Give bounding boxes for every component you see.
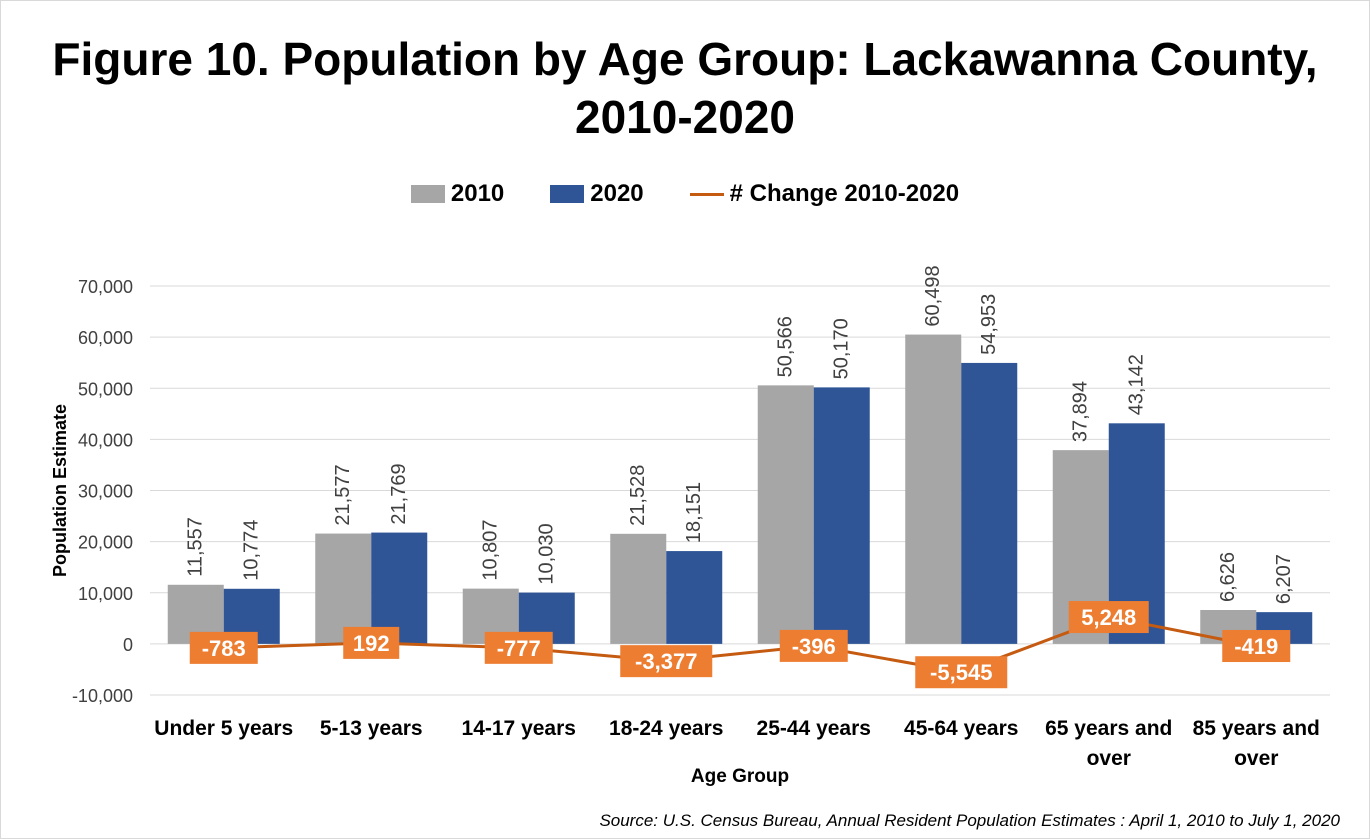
change-label: 192	[353, 631, 390, 656]
source-note: Source: U.S. Census Bureau, Annual Resid…	[599, 811, 1340, 830]
x-tick-label: 18-24 years	[609, 717, 723, 740]
y-tick-label: -10,000	[72, 686, 133, 706]
bar-label-2020: 10,774	[241, 520, 263, 581]
y-tick-label: 20,000	[78, 533, 133, 553]
x-tick-label: over	[1234, 747, 1278, 770]
legend-swatch-change	[689, 192, 724, 196]
bar-label-2010: 11,557	[185, 517, 207, 577]
bar-2020	[961, 362, 1018, 644]
x-axis-title: Age Group	[691, 766, 789, 787]
y-tick-label: 60,000	[78, 328, 133, 348]
change-label: 5,248	[1081, 605, 1136, 630]
change-label-box	[779, 629, 848, 662]
legend-swatch-2010	[410, 185, 445, 203]
bar-2020	[371, 532, 428, 644]
legend-label-2010: 2010	[450, 180, 505, 207]
bar-label-2010: 6,626	[1217, 552, 1239, 602]
x-tick-label: 45-64 years	[904, 717, 1018, 740]
bar-label-2010: 21,577	[332, 464, 354, 525]
change-label: -783	[202, 636, 246, 661]
change-label: -419	[1234, 634, 1278, 659]
y-tick-label: 50,000	[78, 379, 133, 399]
x-tick-label: 65 years and	[1045, 717, 1172, 740]
chart-title: Figure 10. Population by Age Group: Lack…	[52, 33, 1318, 143]
change-label: -777	[497, 636, 541, 661]
x-tick-label: over	[1087, 747, 1131, 770]
legend-item-2020: 2020	[550, 180, 644, 208]
legend-label-change: # Change 2010-2020	[729, 180, 960, 207]
legend-item-change: # Change 2010-2020	[689, 180, 960, 208]
bar-label-2020: 43,142	[1126, 354, 1148, 415]
change-label-box	[620, 645, 713, 678]
bar-2020	[666, 551, 723, 644]
legend-label-2020: 2020	[590, 180, 644, 207]
y-tick-label: 30,000	[78, 482, 133, 502]
bar-2020	[813, 387, 870, 644]
x-tick-label: 25-44 years	[757, 717, 871, 740]
x-tick-label: 5-13 years	[320, 717, 423, 740]
change-label-box	[1068, 601, 1149, 634]
chart-legend: 2010 2020 # Change 2010-2020	[0, 177, 1370, 211]
bar-label-2010: 21,528	[627, 465, 649, 526]
change-label-box	[1222, 630, 1291, 663]
bar-label-2010: 60,498	[922, 265, 944, 326]
legend-swatch-2020	[550, 185, 585, 203]
bar-label-2010: 10,807	[480, 519, 502, 580]
change-label: -3,377	[635, 649, 697, 674]
change-label-box	[484, 631, 553, 664]
bar-2010	[757, 385, 814, 644]
bar-2010	[315, 533, 372, 644]
change-label-box	[915, 656, 1008, 689]
bar-label-2020: 21,769	[388, 463, 410, 524]
bar-label-2020: 6,207	[1273, 554, 1295, 604]
y-tick-label: 40,000	[78, 430, 133, 450]
y-tick-label: 70,000	[78, 277, 133, 297]
x-tick-label: Under 5 years	[154, 717, 293, 740]
change-label: -5,545	[930, 660, 992, 685]
change-label-box	[189, 631, 258, 664]
bar-label-2010: 50,566	[775, 316, 797, 377]
y-axis-title: Population Estimate	[50, 404, 70, 577]
bar-label-2010: 37,894	[1070, 381, 1092, 442]
bar-label-2020: 18,151	[683, 482, 705, 543]
change-label: -396	[792, 634, 836, 659]
x-tick-label: 14-17 years	[462, 717, 576, 740]
bar-label-2020: 50,170	[831, 318, 853, 379]
y-tick-label: 10,000	[78, 584, 133, 604]
bar-label-2020: 10,030	[536, 523, 558, 584]
change-label-box	[343, 626, 400, 659]
legend-item-2010: 2010	[410, 180, 505, 208]
bar-2010	[610, 533, 667, 644]
bar-label-2020: 54,953	[978, 294, 1000, 355]
x-tick-label: 85 years and	[1193, 717, 1320, 740]
bar-2010	[905, 334, 962, 644]
y-tick-label: 0	[123, 635, 133, 655]
